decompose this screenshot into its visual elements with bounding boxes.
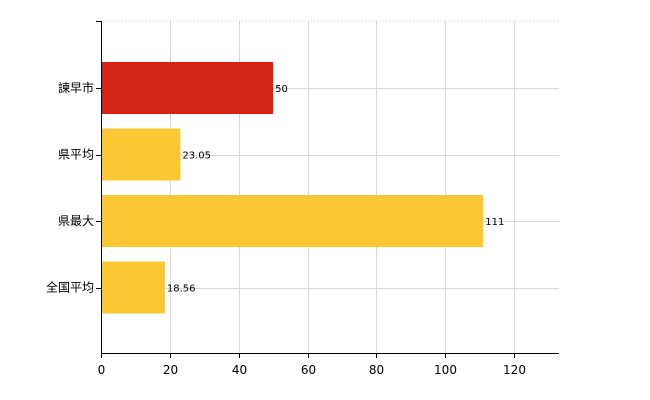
x-tick-label: 40 [232,363,247,377]
category-label: 県平均 [58,148,94,162]
data-label: 18.56 [167,284,196,295]
bar [101,195,484,247]
x-tick-label: 20 [163,363,178,377]
category-label: 全国平均 [46,280,94,295]
bar [101,128,181,181]
x-tick-label: 0 [98,363,106,377]
data-label: 50 [275,84,288,95]
bar [101,62,274,114]
x-tick-label: 120 [503,363,526,377]
x-tick-label: 80 [369,363,384,377]
grid [101,20,559,353]
bar [101,261,165,314]
x-tick-label: 60 [301,363,316,377]
axes [96,21,559,358]
category-label: 県最大 [58,214,94,228]
data-label: 111 [485,217,504,228]
category-label: 諫早市 [58,80,94,95]
data-label: 23.05 [182,151,211,162]
x-tick-label: 100 [434,363,457,377]
bars [101,62,484,314]
